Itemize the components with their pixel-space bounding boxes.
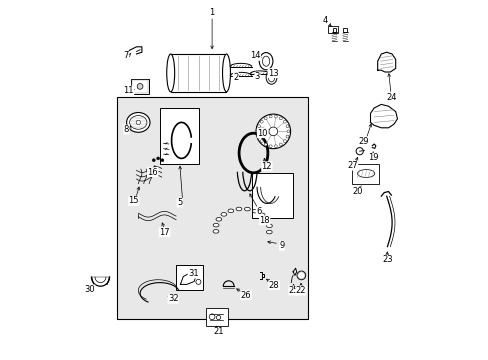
Text: 28: 28 xyxy=(268,281,279,289)
Text: 23: 23 xyxy=(381,256,392,264)
Bar xyxy=(160,108,199,164)
Text: 5: 5 xyxy=(177,198,182,207)
Text: 32: 32 xyxy=(167,294,178,303)
Text: 1: 1 xyxy=(209,8,214,17)
Ellipse shape xyxy=(126,112,150,132)
Text: 15: 15 xyxy=(128,197,139,205)
Bar xyxy=(352,164,379,184)
Ellipse shape xyxy=(259,213,264,217)
Ellipse shape xyxy=(252,209,258,213)
Text: 29: 29 xyxy=(358,137,368,146)
Circle shape xyxy=(196,279,201,284)
Ellipse shape xyxy=(221,212,226,216)
Circle shape xyxy=(274,115,277,118)
Circle shape xyxy=(269,145,271,148)
Circle shape xyxy=(256,114,290,149)
Ellipse shape xyxy=(259,53,272,70)
Circle shape xyxy=(283,120,286,123)
Circle shape xyxy=(216,315,220,320)
Text: 2: 2 xyxy=(233,73,238,82)
Circle shape xyxy=(161,159,163,162)
Ellipse shape xyxy=(262,56,269,66)
Text: 19: 19 xyxy=(367,153,378,162)
Ellipse shape xyxy=(244,207,250,211)
Circle shape xyxy=(257,125,260,128)
Text: 8: 8 xyxy=(123,125,129,134)
Circle shape xyxy=(296,271,305,280)
Text: 7: 7 xyxy=(123,51,128,60)
Text: 13: 13 xyxy=(267,69,278,78)
Text: 31: 31 xyxy=(188,269,198,278)
Text: 11: 11 xyxy=(123,86,134,95)
Text: 22: 22 xyxy=(295,286,305,295)
Circle shape xyxy=(137,84,142,89)
Ellipse shape xyxy=(357,170,374,177)
Bar xyxy=(332,28,336,32)
Circle shape xyxy=(355,148,363,155)
Ellipse shape xyxy=(213,230,219,233)
Circle shape xyxy=(156,157,159,160)
Ellipse shape xyxy=(266,230,272,234)
Circle shape xyxy=(285,135,288,138)
Bar xyxy=(343,28,346,32)
Ellipse shape xyxy=(236,207,242,211)
Bar xyxy=(117,97,307,319)
Text: 6: 6 xyxy=(256,207,261,216)
Text: 12: 12 xyxy=(261,162,271,171)
Circle shape xyxy=(260,120,263,123)
Ellipse shape xyxy=(166,54,174,92)
Text: 17: 17 xyxy=(159,228,169,237)
Text: 9: 9 xyxy=(279,242,284,251)
Circle shape xyxy=(209,314,215,320)
Text: 20: 20 xyxy=(351,187,362,196)
Text: 10: 10 xyxy=(257,129,267,138)
Circle shape xyxy=(136,120,140,125)
Text: 27: 27 xyxy=(346,161,357,170)
Circle shape xyxy=(274,145,277,148)
Bar xyxy=(131,79,149,94)
Ellipse shape xyxy=(227,209,233,213)
Text: 30: 30 xyxy=(84,285,95,294)
Text: 21: 21 xyxy=(213,328,223,336)
Circle shape xyxy=(264,117,266,120)
Text: 24: 24 xyxy=(386,93,397,102)
Bar xyxy=(251,173,292,218)
Circle shape xyxy=(264,143,266,146)
Circle shape xyxy=(268,127,277,136)
Bar xyxy=(176,265,203,290)
Text: 26: 26 xyxy=(240,291,251,300)
Circle shape xyxy=(256,130,259,133)
Circle shape xyxy=(285,125,288,128)
Circle shape xyxy=(283,140,286,143)
Ellipse shape xyxy=(264,218,269,222)
Ellipse shape xyxy=(129,116,146,129)
Circle shape xyxy=(257,135,260,138)
Bar xyxy=(205,308,227,326)
Bar xyxy=(132,80,148,93)
Ellipse shape xyxy=(266,224,272,228)
Ellipse shape xyxy=(265,71,276,84)
Circle shape xyxy=(279,143,282,146)
Bar xyxy=(170,54,226,92)
Text: 18: 18 xyxy=(259,216,269,225)
Circle shape xyxy=(286,130,289,133)
Text: 14: 14 xyxy=(249,51,260,60)
Text: 16: 16 xyxy=(147,168,158,177)
Ellipse shape xyxy=(216,217,221,221)
Text: 25: 25 xyxy=(288,286,299,295)
Ellipse shape xyxy=(213,223,219,227)
Circle shape xyxy=(279,117,282,120)
Circle shape xyxy=(269,115,271,118)
Circle shape xyxy=(260,140,263,143)
Bar xyxy=(328,26,338,33)
Ellipse shape xyxy=(268,73,274,82)
Circle shape xyxy=(152,159,155,162)
Text: 4: 4 xyxy=(322,16,327,25)
Ellipse shape xyxy=(222,54,230,92)
Text: 3: 3 xyxy=(254,72,260,81)
